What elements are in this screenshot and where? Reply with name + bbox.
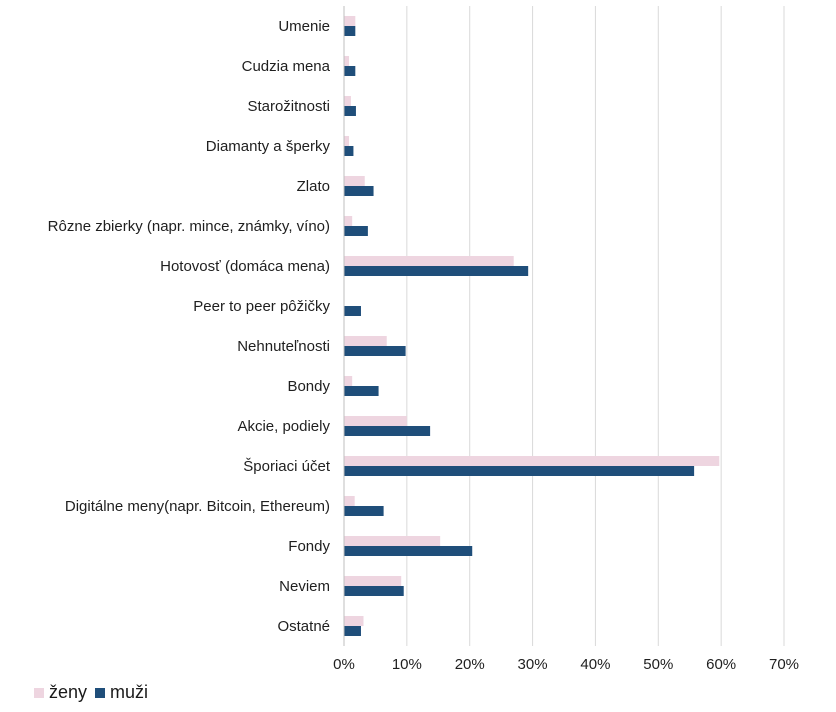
legend-label-zeny: ženy [49, 682, 88, 702]
bar-muzi [344, 26, 356, 36]
bars [344, 16, 720, 636]
bar-muzi [344, 586, 404, 596]
bar-muzi [344, 106, 356, 116]
bar-zeny [344, 96, 351, 106]
bar-muzi [344, 266, 529, 276]
category-label: Neviem [279, 578, 330, 595]
bar-zeny [344, 576, 402, 586]
x-tick-label: 0% [333, 656, 355, 673]
bar-muzi [344, 546, 473, 556]
x-tick-label: 70% [769, 656, 799, 673]
x-tick-label: 40% [580, 656, 610, 673]
bar-muzi [344, 386, 379, 396]
x-tick-labels: 0% 10% 20% 30% 40% 50% 60% 70% [333, 656, 799, 673]
bar-muzi [344, 226, 368, 236]
category-label: Akcie, podiely [237, 418, 330, 435]
x-tick-label: 10% [392, 656, 422, 673]
legend-item-muzi: muži [95, 682, 148, 703]
legend-swatch-zeny [34, 687, 44, 698]
category-label: Bondy [287, 378, 330, 395]
bar-muzi [344, 66, 356, 76]
category-label: Diamanty a šperky [206, 138, 331, 155]
x-tick-label: 50% [643, 656, 673, 673]
category-label: Umenie [278, 18, 330, 35]
bar-zeny [344, 136, 350, 146]
bar-muzi [344, 466, 695, 476]
bar-muzi [344, 146, 354, 156]
legend-label-muzi: muži [110, 682, 149, 702]
bar-zeny [344, 536, 441, 546]
bar-zeny [344, 496, 355, 506]
category-label: Cudzia mena [242, 58, 331, 75]
category-label: Starožitnosti [247, 98, 330, 115]
legend-item-zeny: ženy [34, 682, 87, 703]
bar-muzi [344, 426, 431, 436]
category-label: Digitálne meny(napr. Bitcoin, Ethereum) [65, 498, 330, 515]
bar-zeny [344, 456, 720, 466]
bar-muzi [344, 186, 374, 196]
category-label: Ostatné [277, 618, 330, 635]
category-label: Nehnuteľnosti [237, 338, 330, 355]
bar-muzi [344, 626, 361, 636]
category-label: Zlato [297, 178, 330, 195]
x-tick-label: 30% [518, 656, 548, 673]
legend: ženy muži [34, 682, 148, 703]
bar-zeny [344, 416, 407, 426]
bar-muzi [344, 346, 406, 356]
category-label: Hotovosť (domáca mena) [160, 258, 330, 275]
x-tick-label: 20% [455, 656, 485, 673]
bar-zeny [344, 56, 350, 66]
category-label: Rôzne zbierky (napr. mince, známky, víno… [48, 218, 330, 235]
bar-zeny [344, 336, 387, 346]
bar-zeny [344, 176, 365, 186]
category-label: Šporiaci účet [243, 458, 331, 475]
bar-muzi [344, 306, 361, 316]
category-label: Fondy [288, 538, 330, 555]
bar-zeny [344, 256, 514, 266]
bar-zeny [344, 616, 364, 626]
bar-zeny [344, 216, 353, 226]
legend-swatch-muzi [95, 687, 106, 698]
grid-lines [406, 6, 785, 646]
category-label: Peer to peer pôžičky [193, 298, 330, 315]
x-tick-label: 60% [706, 656, 736, 673]
bar-muzi [344, 506, 384, 516]
bar-zeny [344, 16, 356, 26]
category-labels: Umenie Cudzia mena Starožitnosti Diamanty a… [48, 18, 331, 635]
bar-zeny [344, 376, 353, 386]
